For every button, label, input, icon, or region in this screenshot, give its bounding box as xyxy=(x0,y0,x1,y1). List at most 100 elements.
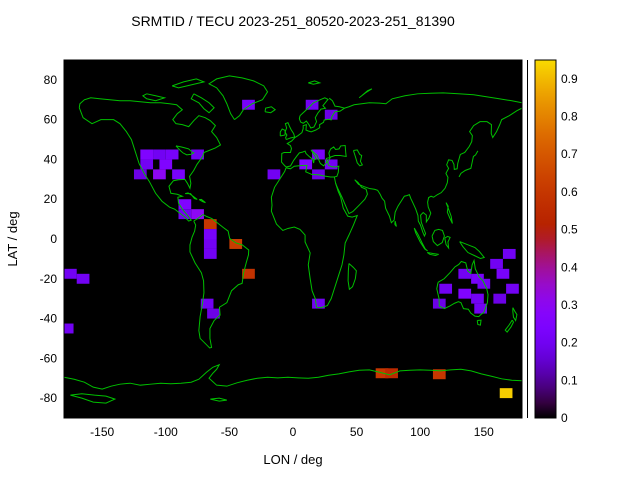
tec-cell xyxy=(229,239,243,249)
tec-cell xyxy=(191,149,204,160)
x-tick-label: -100 xyxy=(154,425,178,439)
colorbar-tick-label: 0.9 xyxy=(561,72,578,86)
tec-cell xyxy=(299,159,313,170)
tec-cell xyxy=(207,308,220,319)
coastline-africa xyxy=(271,165,357,307)
coastline-sumatra xyxy=(414,228,427,251)
x-tick-label: -150 xyxy=(90,425,114,439)
coastline-new-guinea xyxy=(460,242,485,259)
tec-cell xyxy=(458,268,472,279)
coastline-japan xyxy=(459,151,478,177)
tec-cell xyxy=(506,283,519,294)
x-tick-label: 50 xyxy=(350,425,364,439)
colorbar-tick-label: 0.4 xyxy=(561,260,578,274)
coastline-antarctica xyxy=(64,365,522,389)
tec-cell xyxy=(178,209,192,220)
coastline-sri-lanka xyxy=(395,221,397,226)
coastline-java xyxy=(427,253,438,256)
colorbar-tick-label: 0.8 xyxy=(561,110,578,124)
tec-cell xyxy=(200,298,214,309)
x-tick-labels: -150 -100 -50 0 50 100 150 xyxy=(90,425,494,439)
tec-cell xyxy=(203,229,217,239)
y-tick-label: -40 xyxy=(40,312,58,326)
tec-cell xyxy=(312,298,325,309)
y-tick-label: -20 xyxy=(40,272,58,286)
tec-cell xyxy=(471,293,484,304)
coastline-ellesmere-island xyxy=(172,79,204,88)
tec-cell xyxy=(496,268,510,279)
y-tick-label: -80 xyxy=(40,391,58,405)
tec-cell xyxy=(385,368,398,379)
tec-cell xyxy=(133,169,147,180)
coastline-great-lakes xyxy=(176,146,194,155)
y-tick-labels: -80 -60 -40 -20 0 20 40 60 80 xyxy=(40,73,58,405)
coastline-hispaniola xyxy=(199,199,205,202)
tec-cell xyxy=(242,268,255,279)
coastline-novaya-zemlya xyxy=(359,89,372,98)
coastline-iceland xyxy=(265,107,275,113)
coastline-australia xyxy=(437,260,488,316)
tec-cell xyxy=(474,303,488,314)
tec-cell xyxy=(439,283,453,294)
colorbar-gradient xyxy=(534,59,557,419)
coastline-ireland xyxy=(280,129,285,136)
coastline-caspian-sea xyxy=(353,150,362,166)
tec-cell xyxy=(458,288,472,299)
tec-cell xyxy=(324,109,338,120)
coastline-new-zealand-south xyxy=(505,320,513,332)
tec-cell xyxy=(499,388,513,399)
tec-cell xyxy=(203,239,217,249)
tec-cell xyxy=(471,273,484,284)
tec-cell xyxy=(493,293,507,304)
x-axis-label: LON / deg xyxy=(263,452,322,467)
plot-border xyxy=(63,59,523,419)
tec-cell xyxy=(490,258,503,269)
tec-cell xyxy=(324,159,338,170)
coastline-asia-arctic xyxy=(345,93,522,108)
colorbar-tick-label: 0 xyxy=(561,411,568,425)
coastline-europe-atlantic xyxy=(282,98,345,167)
tec-cell xyxy=(153,149,166,160)
colorbar-tick-label: 0.2 xyxy=(561,336,578,350)
tec-cell xyxy=(203,219,217,230)
coastline-new-zealand-north xyxy=(513,308,517,321)
coastline-south-america xyxy=(190,215,249,348)
x-tick-label: 100 xyxy=(410,425,430,439)
colorbar-tick-label: 0.7 xyxy=(561,147,578,161)
tec-cell xyxy=(172,169,185,180)
chart-title: SRMTID / TECU 2023-251_80520-2023-251_81… xyxy=(131,13,455,29)
coastline-madagascar xyxy=(348,263,356,289)
coastline-mediterranean xyxy=(286,146,346,177)
y-tick-label: 20 xyxy=(44,192,58,206)
coastline-cuba xyxy=(185,193,197,200)
tec-cell xyxy=(191,209,204,220)
map-background xyxy=(64,60,522,418)
coastline-svalbard xyxy=(308,81,319,84)
coastline-philippines xyxy=(446,203,452,224)
x-tick-label: 150 xyxy=(474,425,494,439)
tec-cell xyxy=(242,99,255,110)
colorbar-tick-label: 0.1 xyxy=(561,373,578,387)
colorbar: 0 0.1 0.2 0.3 0.4 0.5 0.6 0.7 0.8 0.9 xyxy=(534,59,578,425)
tec-cell xyxy=(165,149,179,160)
coastline-north-america xyxy=(79,98,220,221)
y-tick-label: 40 xyxy=(44,152,58,166)
tec-cell xyxy=(178,199,192,210)
tec-cell xyxy=(159,159,173,170)
y-tick-label: -60 xyxy=(40,351,58,365)
tec-cell xyxy=(312,149,325,160)
tec-cell xyxy=(64,268,77,279)
coastline-ronne-ice-shelf xyxy=(210,398,227,401)
y-axis-label: LAT / deg xyxy=(5,211,20,266)
colorbar-tick-label: 0.3 xyxy=(561,298,578,312)
coastline-ross-ice-shelf xyxy=(70,394,115,403)
colorbar-tick-labels: 0 0.1 0.2 0.3 0.4 0.5 0.6 0.7 0.8 0.9 xyxy=(561,72,578,425)
coastline-scandinavia xyxy=(299,98,328,128)
coastline-great-britain xyxy=(285,123,295,140)
y-tick-label: 80 xyxy=(44,73,58,87)
x-tick-label: 0 xyxy=(290,425,297,439)
coastline-borneo xyxy=(432,229,444,245)
tec-cell xyxy=(203,248,217,259)
colorbar-tick-label: 0.6 xyxy=(561,185,578,199)
